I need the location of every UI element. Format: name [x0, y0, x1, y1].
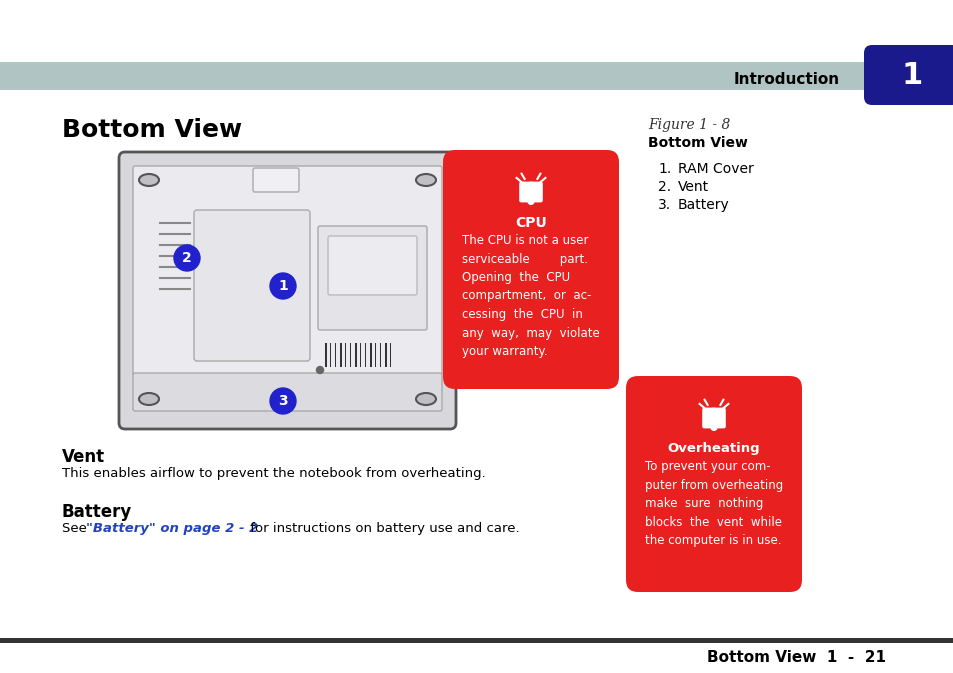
- Bar: [390, 343, 391, 367]
- Text: for instructions on battery use and care.: for instructions on battery use and care…: [246, 522, 519, 535]
- Text: "Battery" on page 2 - 2: "Battery" on page 2 - 2: [86, 522, 258, 535]
- Text: Bottom View  1  -  21: Bottom View 1 - 21: [706, 651, 885, 666]
- Text: 2.: 2.: [658, 180, 670, 194]
- Circle shape: [710, 425, 717, 430]
- Text: 3.: 3.: [658, 198, 670, 212]
- Bar: [370, 343, 372, 367]
- Bar: [330, 343, 331, 367]
- Text: The CPU is not a user
serviceable        part.
Opening  the  CPU
compartment,  o: The CPU is not a user serviceable part. …: [461, 234, 599, 358]
- Text: Introduction: Introduction: [733, 71, 840, 87]
- Text: Overheating: Overheating: [667, 442, 760, 455]
- Text: 1: 1: [278, 279, 288, 293]
- Bar: [379, 343, 381, 367]
- FancyBboxPatch shape: [328, 236, 416, 295]
- Text: Vent: Vent: [678, 180, 708, 194]
- Text: RAM Cover: RAM Cover: [678, 162, 753, 176]
- Ellipse shape: [416, 174, 436, 186]
- Text: Battery: Battery: [62, 503, 132, 521]
- FancyBboxPatch shape: [863, 45, 953, 105]
- Circle shape: [270, 273, 295, 299]
- Text: This enables airflow to prevent the notebook from overheating.: This enables airflow to prevent the note…: [62, 467, 485, 480]
- Circle shape: [316, 367, 323, 374]
- FancyBboxPatch shape: [132, 166, 441, 375]
- Ellipse shape: [139, 393, 159, 405]
- Bar: [339, 343, 342, 367]
- Bar: [385, 343, 387, 367]
- FancyBboxPatch shape: [317, 226, 427, 330]
- Text: 1: 1: [901, 61, 922, 90]
- Text: To prevent your com-
puter from overheating
make  sure  nothing
blocks  the  ven: To prevent your com- puter from overheat…: [644, 460, 782, 547]
- Text: Battery: Battery: [678, 198, 729, 212]
- FancyBboxPatch shape: [625, 376, 801, 592]
- Text: Bottom View: Bottom View: [62, 118, 242, 142]
- Bar: [365, 343, 366, 367]
- FancyBboxPatch shape: [253, 168, 298, 192]
- Bar: [355, 343, 357, 367]
- FancyBboxPatch shape: [442, 150, 618, 389]
- Circle shape: [173, 245, 200, 271]
- FancyBboxPatch shape: [119, 152, 456, 429]
- Circle shape: [528, 199, 534, 205]
- Text: CPU: CPU: [515, 216, 546, 230]
- Text: 2: 2: [182, 251, 192, 265]
- Bar: [345, 343, 346, 367]
- Ellipse shape: [139, 174, 159, 186]
- Text: Figure 1 - 8: Figure 1 - 8: [647, 118, 730, 132]
- Text: Vent: Vent: [62, 448, 105, 466]
- Bar: [0, 638, 953, 643]
- Ellipse shape: [416, 393, 436, 405]
- FancyBboxPatch shape: [0, 62, 871, 90]
- Text: See: See: [62, 522, 91, 535]
- Circle shape: [270, 388, 295, 414]
- Text: 1.: 1.: [658, 162, 671, 176]
- Bar: [350, 343, 351, 367]
- Bar: [325, 343, 327, 367]
- FancyBboxPatch shape: [193, 210, 310, 361]
- Bar: [359, 343, 361, 367]
- FancyBboxPatch shape: [132, 373, 441, 411]
- Text: Bottom View: Bottom View: [647, 136, 747, 150]
- FancyBboxPatch shape: [701, 408, 725, 429]
- FancyBboxPatch shape: [518, 182, 542, 203]
- Text: 3: 3: [278, 394, 288, 408]
